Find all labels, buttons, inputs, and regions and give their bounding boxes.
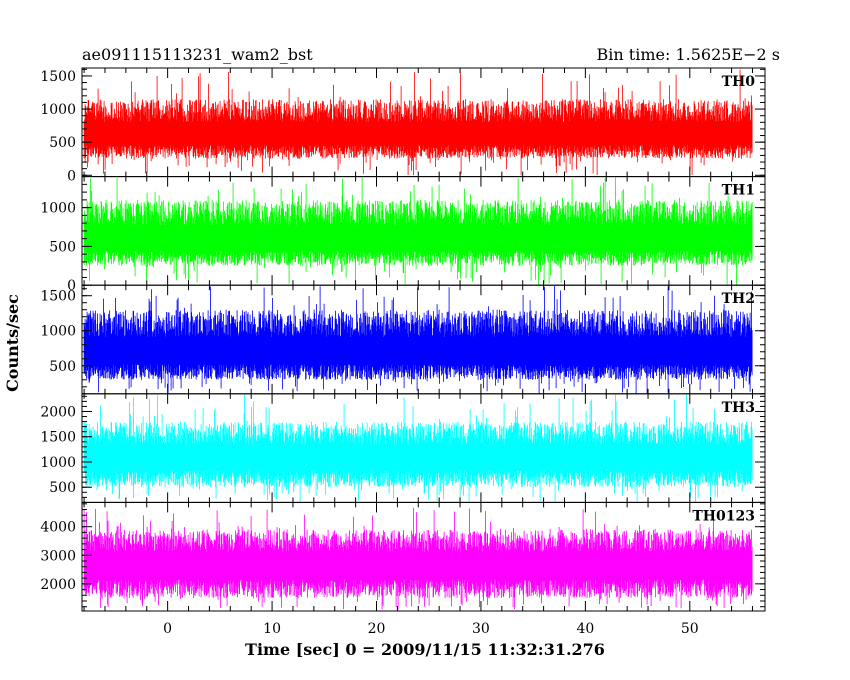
y-tick-label: 1500 — [40, 69, 76, 85]
x-axis: 0 10 20 30 40 50 — [163, 621, 699, 637]
panel-label: TH0123 — [692, 508, 755, 524]
y-tick-label: 1000 — [40, 455, 76, 471]
panel-th3: 500 1000 1500 2000 TH3 — [40, 393, 766, 503]
y-tick-label: 1000 — [40, 201, 76, 217]
x-tick-label: 10 — [263, 621, 281, 637]
y-tick-label: 0 — [67, 278, 76, 294]
y-tick-label: 500 — [49, 359, 76, 375]
series-th0123 — [83, 507, 753, 610]
series-th3 — [83, 394, 753, 503]
y-tick-label: 1500 — [40, 289, 76, 305]
y-tick-label: 500 — [49, 135, 76, 151]
y-tick-label: 0 — [67, 168, 76, 184]
panel-th0123: 2000 3000 4000 TH0123 — [40, 501, 766, 612]
y-tick-label: 1500 — [40, 430, 76, 446]
y-axis-label: Counts/sec — [3, 294, 22, 392]
x-tick-label: 50 — [681, 621, 699, 637]
series-th0 — [83, 69, 753, 176]
panel-label: TH0 — [722, 74, 756, 90]
x-tick-label: 0 — [163, 621, 172, 637]
y-tick-label: 2000 — [40, 577, 76, 593]
series-th2 — [83, 285, 753, 394]
y-tick-label: 1000 — [40, 324, 76, 340]
y-tick-label: 500 — [49, 239, 76, 255]
panel-frame — [81, 501, 766, 612]
series-th1 — [83, 176, 753, 285]
panel-th1: 0 500 1000 TH1 — [40, 176, 766, 294]
x-axis-label: Time [sec] 0 = 2009/11/15 11:32:31.276 — [245, 640, 605, 659]
y-tick-label: 4000 — [40, 520, 76, 536]
chart-title: ae091115113231_wam2_bst — [82, 45, 313, 64]
y-tick-label: 3000 — [40, 548, 76, 564]
x-tick-label: 30 — [472, 621, 490, 637]
x-tick-label: 20 — [368, 621, 386, 637]
y-tick-label: 500 — [49, 480, 76, 496]
panels-group: 0 500 1000 1500 TH0 0 500 1000 TH1 500 1000 1500 TH2… — [40, 67, 766, 612]
panel-label: TH2 — [722, 291, 755, 307]
panel-th0: 0 500 1000 1500 TH0 — [40, 67, 766, 184]
panel-th2: 500 1000 1500 TH2 — [40, 284, 766, 395]
chart-subtitle: Bin time: 1.5625E−2 s — [597, 45, 780, 64]
panel-label: TH1 — [722, 183, 755, 199]
x-tick-label: 40 — [576, 621, 594, 637]
y-tick-label: 2000 — [40, 404, 76, 420]
panel-label: TH3 — [722, 400, 755, 416]
y-tick-label: 1000 — [40, 102, 76, 118]
